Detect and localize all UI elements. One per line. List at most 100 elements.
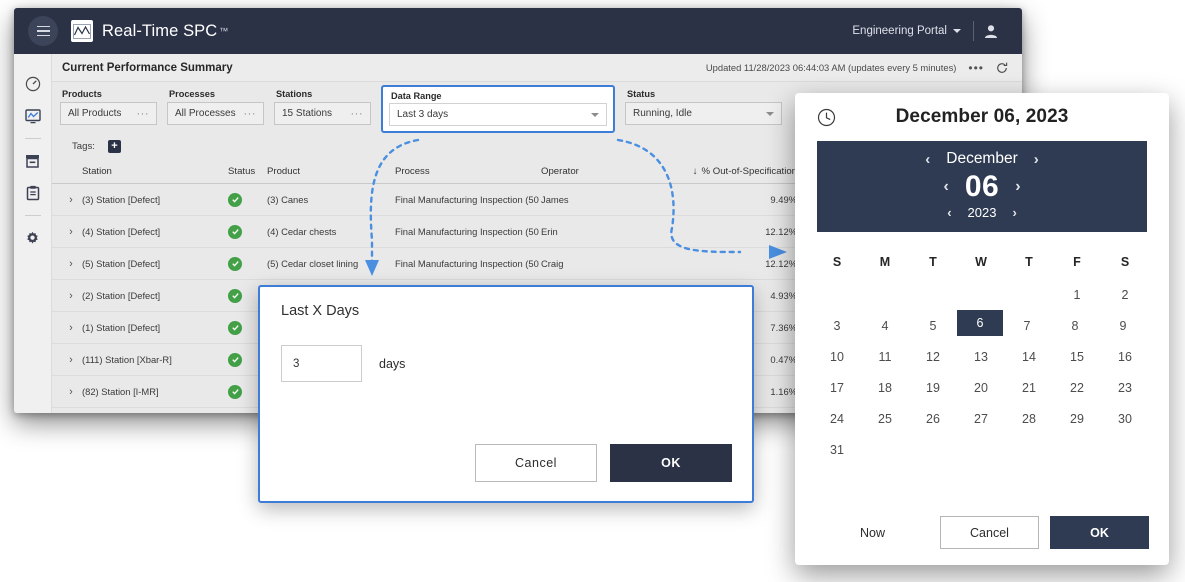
calendar-day[interactable]: 26 xyxy=(926,411,940,426)
calendar-day[interactable]: 2 xyxy=(1121,287,1129,302)
calendar-day[interactable]: 12 xyxy=(926,349,940,364)
calendar-day[interactable]: 9 xyxy=(1119,318,1127,333)
more-options-icon[interactable]: ••• xyxy=(968,60,984,75)
calendar-day-selected[interactable]: 6 xyxy=(957,310,1003,336)
last-x-days-dialog: Last X Days days Cancel OK xyxy=(258,285,754,503)
header-product[interactable]: Product xyxy=(267,166,301,177)
calendar-day[interactable]: 27 xyxy=(974,411,988,426)
trademark-symbol: ™ xyxy=(219,26,229,36)
days-input[interactable] xyxy=(281,345,362,382)
ellipsis-icon: ··· xyxy=(243,107,256,120)
ok-button[interactable]: OK xyxy=(610,444,732,482)
filter-data-range-select[interactable]: Last 3 days xyxy=(389,103,607,126)
date-picker-ok-button[interactable]: OK xyxy=(1050,516,1149,549)
cell-operator: James xyxy=(541,194,569,205)
calendar-day-empty xyxy=(861,279,909,310)
calendar-day[interactable]: 15 xyxy=(1070,349,1084,364)
filter-status-select[interactable]: Running, Idle xyxy=(625,102,782,125)
cell-status xyxy=(222,352,267,367)
calendar-day[interactable]: 23 xyxy=(1118,380,1132,395)
clock-icon[interactable] xyxy=(817,108,836,127)
now-button[interactable]: Now xyxy=(860,525,886,540)
calendar-day[interactable]: 30 xyxy=(1118,411,1132,426)
filter-status-label: Status xyxy=(627,89,656,99)
header-status[interactable]: Status xyxy=(228,166,256,177)
filter-processes-select[interactable]: All Processes ··· xyxy=(167,102,264,125)
calendar-day-empty xyxy=(909,279,957,310)
filter-products-value: All Products xyxy=(68,108,122,119)
archive-box-icon[interactable] xyxy=(14,145,52,177)
calendar-day[interactable]: 1 xyxy=(1073,287,1081,302)
filter-data-range-highlight: Data Range Last 3 days xyxy=(381,85,615,133)
cell-out-of-specification: 7.36% xyxy=(770,322,797,333)
control-chart-monitor-icon[interactable] xyxy=(14,100,52,132)
calendar-day-empty xyxy=(957,434,1005,465)
prev-year-icon[interactable]: ‹ xyxy=(947,205,952,220)
clipboard-icon[interactable] xyxy=(14,177,52,209)
calendar-day[interactable]: 3 xyxy=(833,318,841,333)
calendar-day[interactable]: 8 xyxy=(1071,318,1079,333)
row-expand-icon[interactable]: › xyxy=(69,321,73,334)
calendar-day[interactable]: 10 xyxy=(830,349,844,364)
next-month-icon[interactable]: › xyxy=(1033,150,1039,168)
row-expand-icon[interactable]: › xyxy=(69,353,73,366)
add-tag-button[interactable]: + xyxy=(107,140,121,153)
row-expand-icon[interactable]: › xyxy=(69,225,73,238)
hamburger-icon[interactable] xyxy=(28,16,58,46)
calendar-day[interactable]: 4 xyxy=(881,318,889,333)
cell-out-of-specification: 0.47% xyxy=(770,354,797,365)
next-year-icon[interactable]: › xyxy=(1012,205,1017,220)
month-spinner: ‹ December › xyxy=(925,150,1039,168)
filter-products-select[interactable]: All Products ··· xyxy=(60,102,157,125)
calendar-day[interactable]: 7 xyxy=(1023,318,1031,333)
calendar-day[interactable]: 20 xyxy=(974,380,988,395)
row-expand-icon[interactable]: › xyxy=(69,257,73,270)
row-expand-icon[interactable]: › xyxy=(69,385,73,398)
summary-actions: Updated 11/28/2023 06:44:03 AM (updates … xyxy=(706,62,1022,74)
day-of-week-label: T xyxy=(1025,255,1033,269)
calendar-day[interactable]: 25 xyxy=(878,411,892,426)
row-expand-icon[interactable]: › xyxy=(69,289,73,302)
calendar-day[interactable]: 24 xyxy=(830,411,844,426)
sidebar-divider-2 xyxy=(24,215,41,216)
portal-selector[interactable]: Engineering Portal xyxy=(852,25,973,37)
cancel-button[interactable]: Cancel xyxy=(475,444,597,482)
calendar-day[interactable]: 5 xyxy=(929,318,937,333)
calendar-day[interactable]: 19 xyxy=(926,380,940,395)
calendar-day[interactable]: 14 xyxy=(1022,349,1036,364)
refresh-icon[interactable] xyxy=(996,62,1008,74)
calendar-day[interactable]: 28 xyxy=(1022,411,1036,426)
filter-data-range-value: Last 3 days xyxy=(397,109,449,120)
filter-status: Status Running, Idle xyxy=(625,89,782,125)
header-out-of-specification[interactable]: ↓ % Out-of-Specification xyxy=(661,166,811,177)
day-of-week-label: W xyxy=(975,255,987,269)
user-account-icon[interactable] xyxy=(974,8,1008,54)
settings-gear-icon[interactable] xyxy=(14,222,52,254)
dashboard-gauge-icon[interactable] xyxy=(14,68,52,100)
tags-label: Tags: xyxy=(72,141,95,152)
calendar-day[interactable]: 13 xyxy=(974,349,988,364)
row-expand-icon[interactable]: › xyxy=(69,193,73,206)
calendar-day-empty xyxy=(861,434,909,465)
calendar-day[interactable]: 11 xyxy=(878,349,892,364)
calendar-day[interactable]: 16 xyxy=(1118,349,1132,364)
calendar-day[interactable]: 17 xyxy=(830,380,844,395)
day-of-week-label: M xyxy=(879,255,891,269)
calendar-day[interactable]: 22 xyxy=(1070,380,1084,395)
date-picker-cancel-button[interactable]: Cancel xyxy=(940,516,1039,549)
header-process[interactable]: Process xyxy=(395,166,430,177)
filter-stations-select[interactable]: 15 Stations ··· xyxy=(274,102,371,125)
calendar-day-empty xyxy=(813,279,861,310)
header-station[interactable]: Station xyxy=(82,166,112,177)
header-operator[interactable]: Operator xyxy=(541,166,579,177)
calendar-day[interactable]: 29 xyxy=(1070,411,1084,426)
calendar-day[interactable]: 18 xyxy=(878,380,892,395)
prev-day-icon[interactable]: ‹ xyxy=(943,178,949,195)
calendar-day[interactable]: 21 xyxy=(1022,380,1036,395)
next-day-icon[interactable]: › xyxy=(1015,178,1021,195)
calendar-day[interactable]: 31 xyxy=(830,442,844,457)
prev-month-icon[interactable]: ‹ xyxy=(925,150,931,168)
status-ok-icon xyxy=(228,192,242,207)
summary-bar: Current Performance Summary Updated 11/2… xyxy=(52,54,1022,82)
date-picker-header: December 06, 2023 xyxy=(795,93,1169,141)
